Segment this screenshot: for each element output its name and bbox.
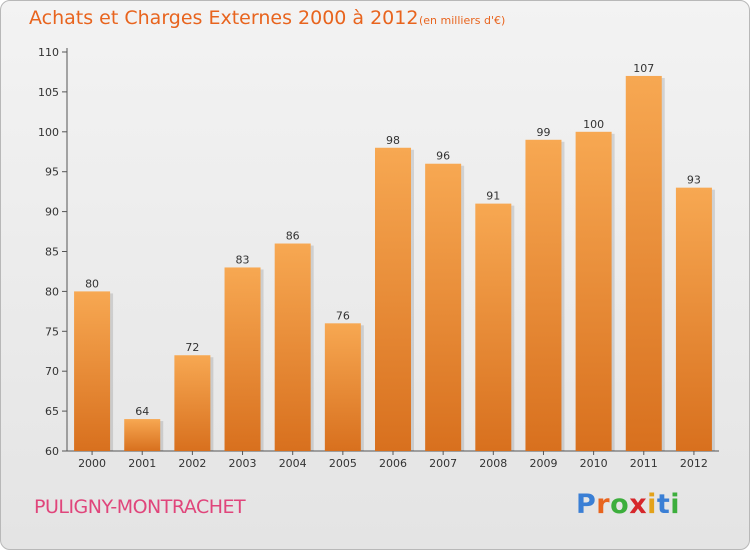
y-tick-label: 80 <box>45 285 59 298</box>
value-label: 91 <box>486 190 500 203</box>
x-tick-label: 2012 <box>680 457 708 470</box>
y-tick-label: 70 <box>45 365 59 378</box>
logo-letter: t <box>656 489 671 520</box>
value-label: 64 <box>135 405 149 418</box>
bar-2012 <box>675 187 712 451</box>
x-tick-label: 2007 <box>429 457 457 470</box>
bar-2005 <box>324 323 361 451</box>
value-label: 80 <box>85 277 99 290</box>
logo-letter: x <box>629 489 648 520</box>
value-label: 98 <box>386 134 400 147</box>
value-label: 100 <box>583 118 604 131</box>
y-tick-label: 65 <box>45 405 59 418</box>
x-tick-label: 2009 <box>529 457 557 470</box>
logo-letter: i <box>670 489 681 520</box>
x-tick-label: 2003 <box>229 457 257 470</box>
y-tick-label: 100 <box>38 126 59 139</box>
x-tick-label: 2008 <box>479 457 507 470</box>
y-tick-label: 75 <box>45 325 59 338</box>
logo-letter: r <box>596 489 611 520</box>
value-label: 86 <box>286 230 300 243</box>
bar-2008 <box>475 203 512 451</box>
proxiti-logo: Proxiti <box>576 489 680 520</box>
bar-2001 <box>124 419 161 451</box>
x-tick-label: 2005 <box>329 457 357 470</box>
y-tick-label: 60 <box>45 445 59 458</box>
logo-letter: o <box>610 489 630 520</box>
logo-letter: P <box>576 489 597 520</box>
x-tick-label: 2011 <box>630 457 658 470</box>
value-label: 83 <box>236 253 250 266</box>
value-label: 72 <box>185 341 199 354</box>
x-tick-label: 2010 <box>580 457 608 470</box>
y-tick-label: 95 <box>45 166 59 179</box>
value-label: 76 <box>336 309 350 322</box>
value-label: 96 <box>436 150 450 163</box>
x-tick-label: 2004 <box>279 457 307 470</box>
y-tick-label: 85 <box>45 246 59 259</box>
y-tick-label: 90 <box>45 206 59 219</box>
y-tick-label: 110 <box>38 46 59 59</box>
bar-2007 <box>425 163 462 451</box>
value-label: 107 <box>633 62 654 75</box>
chart-subtitle: (en milliers d'€) <box>419 14 506 27</box>
bar-2000 <box>74 291 111 451</box>
bar-2006 <box>375 147 411 451</box>
value-label: 93 <box>687 174 701 187</box>
x-tick-label: 2006 <box>379 457 407 470</box>
x-tick-label: 2000 <box>78 457 106 470</box>
x-tick-label: 2001 <box>128 457 156 470</box>
chart-title: Achats et Charges Externes 2000 à 2012 <box>29 7 419 29</box>
bar-2002 <box>174 355 211 451</box>
logo-letter: i <box>647 489 657 520</box>
bar-2004 <box>274 243 311 451</box>
place-name: PULIGNY-MONTRACHET <box>34 496 246 518</box>
bar-2010 <box>575 131 612 452</box>
y-tick-label: 105 <box>38 86 59 99</box>
value-label: 99 <box>536 126 550 139</box>
bar-2011 <box>625 75 662 451</box>
bar-2009 <box>525 139 562 451</box>
bar-2003 <box>224 267 261 451</box>
x-tick-label: 2002 <box>178 457 206 470</box>
